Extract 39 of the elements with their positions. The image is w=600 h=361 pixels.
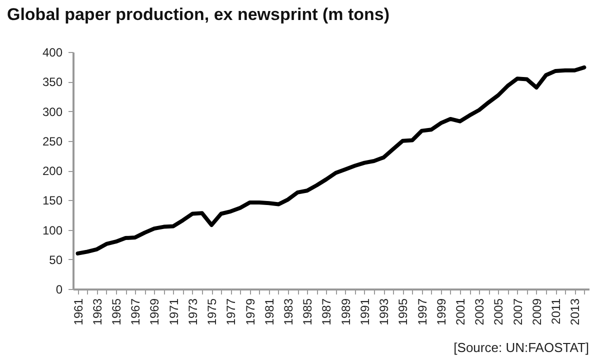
y-tick-label: 0 xyxy=(56,282,63,296)
y-tick-label: 100 xyxy=(42,223,63,238)
y-tick-label: 400 xyxy=(42,46,63,60)
x-tick-label: 1983 xyxy=(282,298,296,326)
x-tick-label: 1969 xyxy=(148,298,162,326)
y-tick-label: 150 xyxy=(42,194,63,208)
x-tick-label: 1965 xyxy=(110,298,124,326)
x-tick-label: 1991 xyxy=(358,298,372,326)
x-tick-label: 2003 xyxy=(472,298,487,326)
chart-title: Global paper production, ex newsprint (m tons) xyxy=(6,5,390,24)
x-tick-label: 1971 xyxy=(166,298,181,326)
x-tick-label: 1987 xyxy=(320,298,334,326)
x-tick-label: 2001 xyxy=(454,298,468,326)
y-tick-label: 250 xyxy=(42,134,63,148)
x-tick-label: 1979 xyxy=(243,298,258,326)
x-tick-label: 1993 xyxy=(377,298,392,326)
text: [Source: UN:FAOSTAT] xyxy=(454,340,589,355)
y-tick-label: 50 xyxy=(49,252,63,267)
x-tick-label: 1973 xyxy=(186,298,200,326)
x-tick-label: 1961 xyxy=(71,298,86,326)
x-tick-label: 1975 xyxy=(205,298,220,326)
y-tick-label: 350 xyxy=(42,75,63,90)
x-tick-label: 1967 xyxy=(128,298,143,326)
x-tick-label: 2007 xyxy=(510,298,525,326)
x-tick-label: 1989 xyxy=(338,298,353,326)
x-tick-label: 2005 xyxy=(492,298,506,326)
x-tick-label: 1997 xyxy=(415,298,430,326)
x-tick-label: 2013 xyxy=(568,298,582,326)
line-series xyxy=(76,65,586,256)
x-tick-label: 1977 xyxy=(224,298,238,326)
y-tick-label: 300 xyxy=(42,104,63,119)
x-tick-label: 2011 xyxy=(549,298,564,324)
x-tick-label: 1999 xyxy=(434,298,448,326)
x-tick-label: 2009 xyxy=(530,298,544,326)
x-tick-label: 1985 xyxy=(300,298,315,326)
x-tick-label: 1981 xyxy=(262,298,276,326)
x-tick-label: 1963 xyxy=(90,298,104,326)
x-tick-label: 1995 xyxy=(396,298,410,326)
y-tick-label: 200 xyxy=(42,164,63,178)
